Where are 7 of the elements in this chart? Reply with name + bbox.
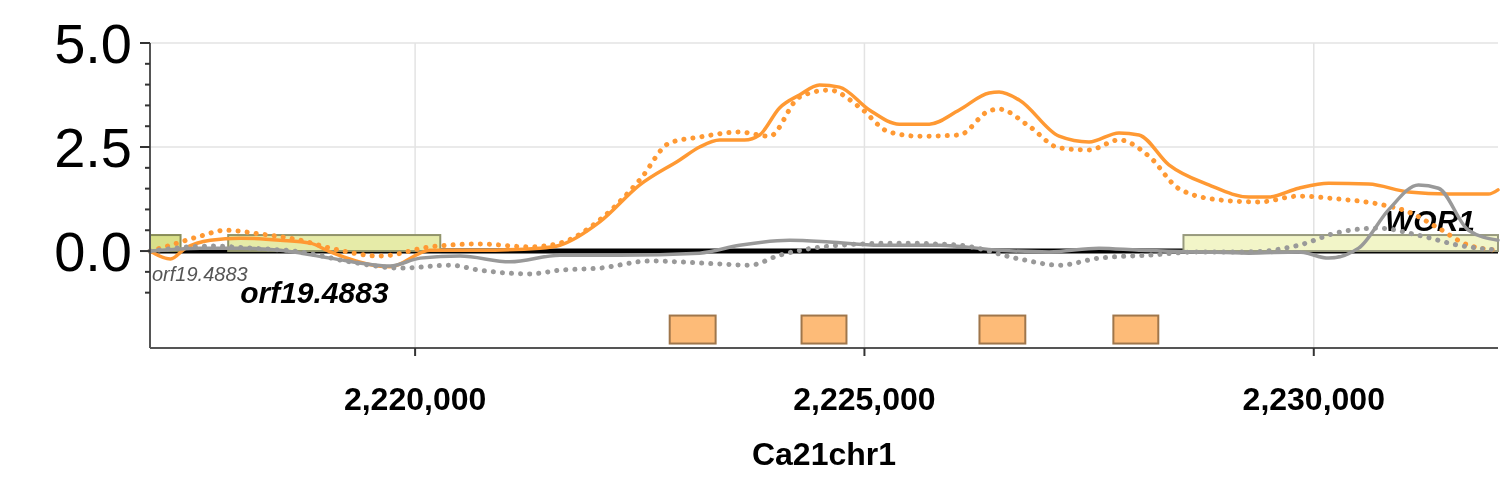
y-tick-label: 2.5 [54, 116, 132, 180]
x-tick-label: 2,225,000 [793, 381, 936, 417]
x-tick-label: 2,220,000 [343, 381, 487, 417]
x-axis-title: Ca21chr1 [751, 436, 897, 472]
x-tick-label: 2,230,000 [1242, 381, 1385, 417]
y-tick-label: 5.0 [54, 12, 132, 76]
y-tick-label: 0.0 [54, 220, 132, 284]
